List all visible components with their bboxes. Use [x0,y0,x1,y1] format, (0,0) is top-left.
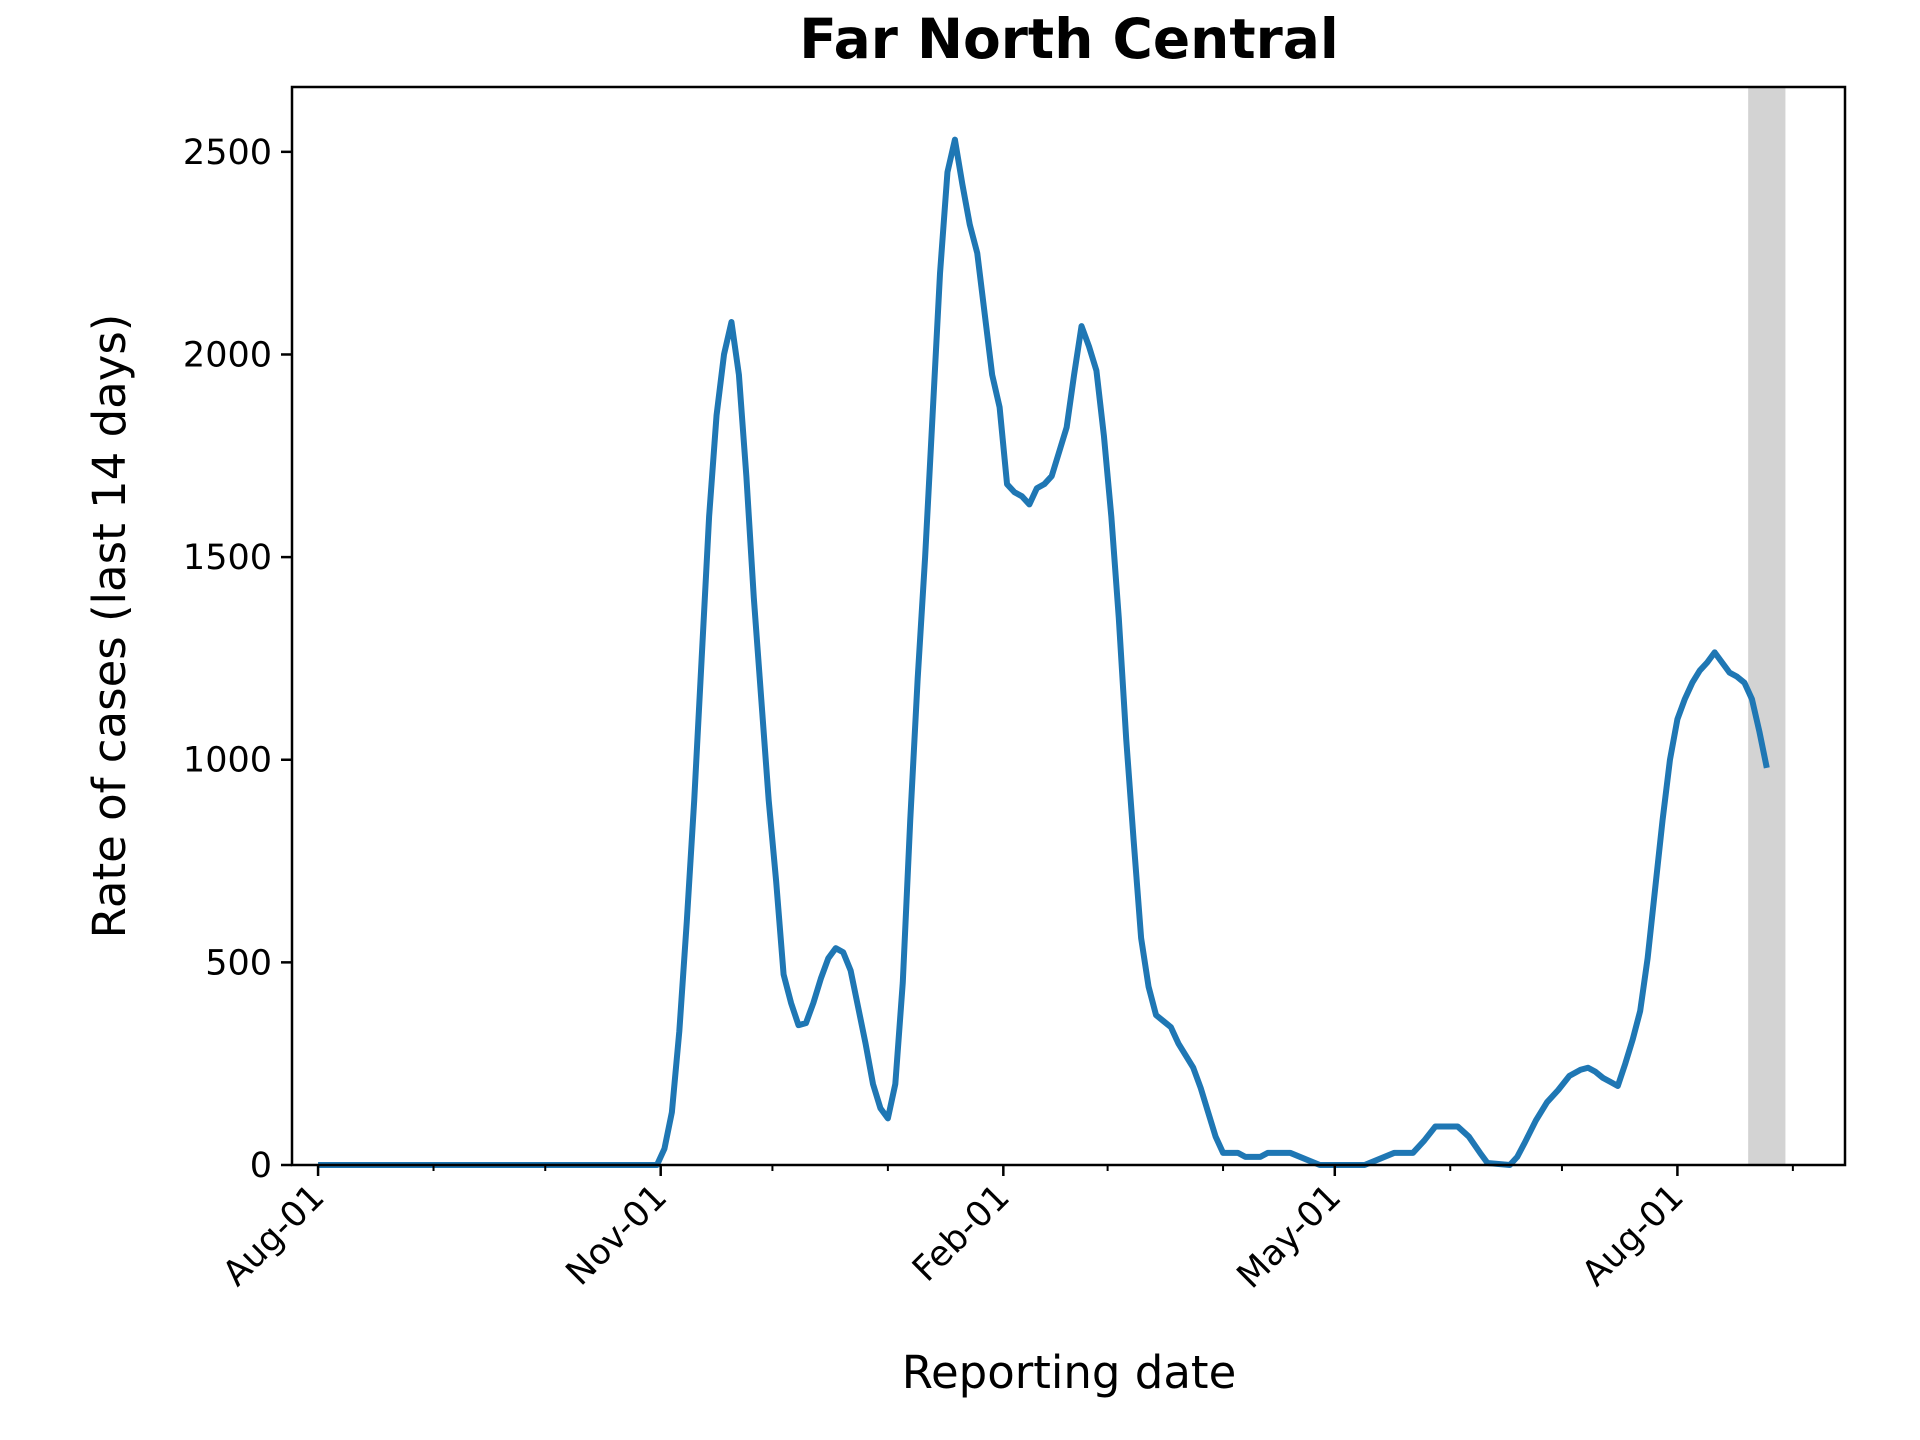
y-axis-label: Rate of cases (last 14 days) [83,314,136,939]
y-tick-label: 1500 [183,538,272,578]
y-axis: 0 500 1000 1500 2000 2500 [183,133,292,1186]
chart-title: Far North Central [799,7,1338,71]
plot-area [290,85,1847,1168]
series-line-layer [318,136,1770,1168]
shaded-band-layer [1748,87,1786,1165]
y-tick-label: 500 [205,943,272,983]
plot-frame [290,85,1847,1167]
shaded-band [1748,87,1786,1165]
y-tick-label: 2500 [183,133,272,173]
y-tick-label: 2000 [183,335,272,375]
y-tick-label: 1000 [183,741,272,781]
x-axis-label: Reporting date [902,1346,1237,1399]
series-line [318,136,1770,1168]
y-tick-label: 0 [250,1146,272,1186]
